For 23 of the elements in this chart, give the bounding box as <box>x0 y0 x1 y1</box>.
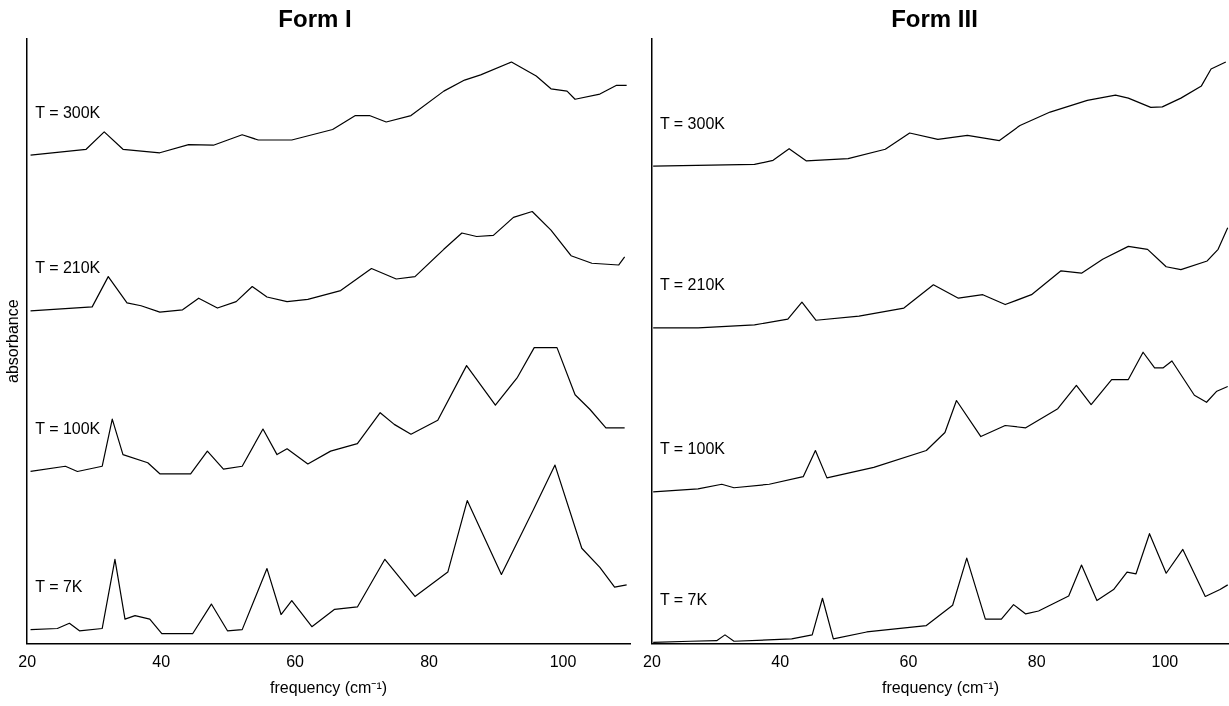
x-tick-label: 20 <box>643 652 661 670</box>
x-tick-label: 60 <box>286 652 305 670</box>
x-tick-label: 60 <box>899 652 918 670</box>
chart-title: Form III <box>891 5 978 33</box>
x-tick-label: 40 <box>771 652 790 670</box>
x-tick-label: 80 <box>420 652 439 670</box>
text: T = 300K <box>659 114 726 132</box>
text: T = 7K <box>659 590 708 608</box>
x-axis-title: frequency (cm⁻¹) <box>270 678 388 696</box>
x-tick-label: 40 <box>152 652 171 670</box>
x-axis-title: frequency (cm⁻¹) <box>881 678 999 696</box>
chart-title: Form I <box>278 5 352 33</box>
series-label: T = 100K <box>659 440 726 458</box>
y-axis-title: absorbance <box>4 299 22 384</box>
x-tick-label: 80 <box>1027 652 1046 670</box>
series-label: T = 300K <box>35 103 101 121</box>
x-tick-label: 20 <box>18 652 37 670</box>
series-label: T = 210K <box>35 259 101 277</box>
text: T = 210K <box>659 276 726 294</box>
x-tick-label: 100 <box>1151 652 1179 670</box>
series-label: T = 100K <box>35 419 101 437</box>
series-label: T = 7K <box>35 578 83 596</box>
x-tick-label: 100 <box>549 652 577 670</box>
